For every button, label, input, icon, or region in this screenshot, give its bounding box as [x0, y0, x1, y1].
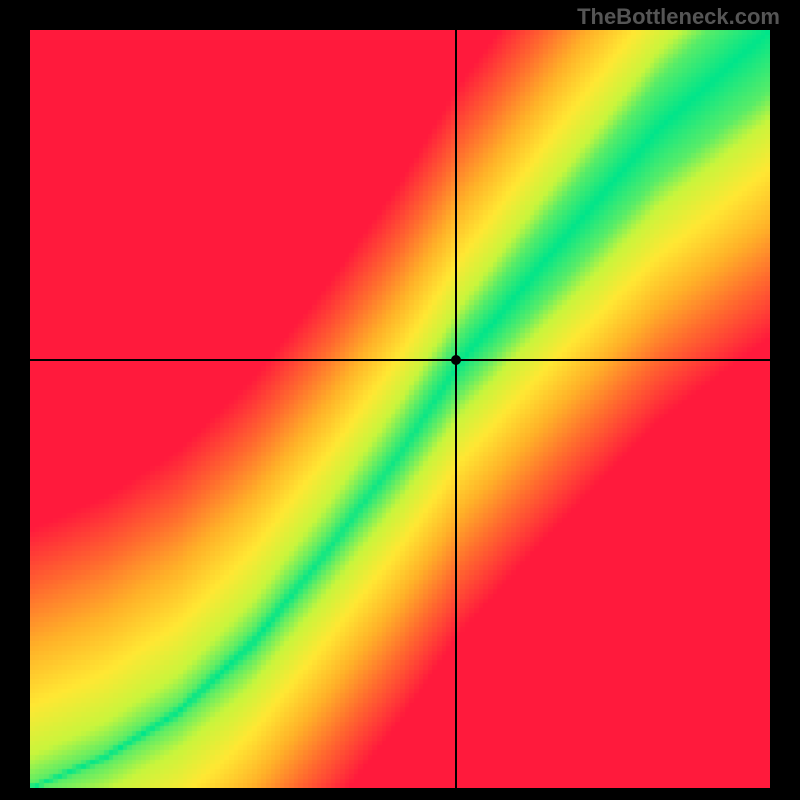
crosshair-marker — [451, 355, 461, 365]
watermark-text: TheBottleneck.com — [577, 4, 780, 30]
chart-container: TheBottleneck.com — [0, 0, 800, 800]
bottleneck-heatmap — [30, 30, 770, 788]
crosshair-horizontal — [30, 359, 770, 361]
crosshair-vertical — [455, 30, 457, 788]
